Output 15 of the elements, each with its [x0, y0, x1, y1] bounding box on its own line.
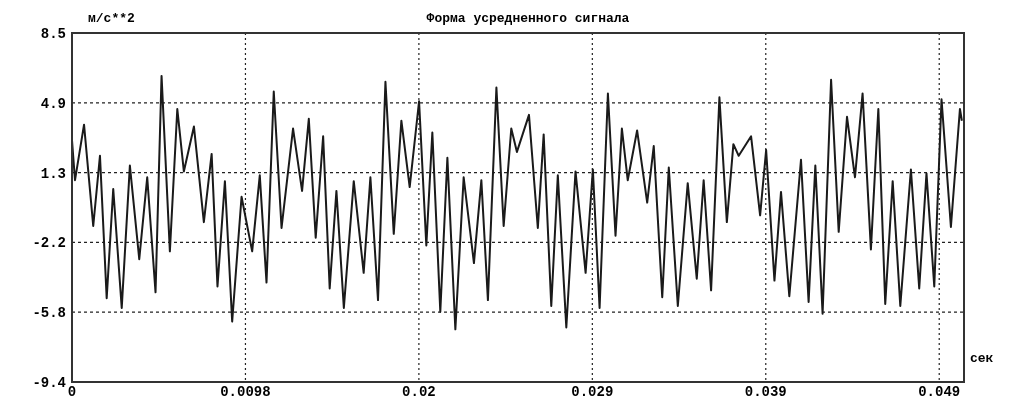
y-tick-label: 1.3 [40, 165, 66, 182]
y-tick-label: -9.4 [32, 374, 66, 391]
x-tick-label: 0.039 [744, 384, 787, 400]
x-tick-label: 0.02 [402, 384, 436, 400]
x-axis-title: сек [970, 351, 994, 366]
x-tick-label: 0 [67, 384, 77, 400]
x-tick-label: 0.029 [571, 384, 614, 400]
y-tick-label: 4.9 [40, 95, 66, 112]
x-tick-label: 0.0098 [220, 384, 271, 400]
y-tick-label: -2.2 [32, 235, 66, 252]
x-tick-label: 0.049 [918, 384, 961, 400]
y-tick-label: -5.8 [32, 305, 66, 322]
chart-title: Форма усредненного сигнала [426, 11, 630, 26]
y-axis-title: м/с**2 [88, 11, 136, 26]
y-tick-label: 8.5 [40, 25, 66, 42]
